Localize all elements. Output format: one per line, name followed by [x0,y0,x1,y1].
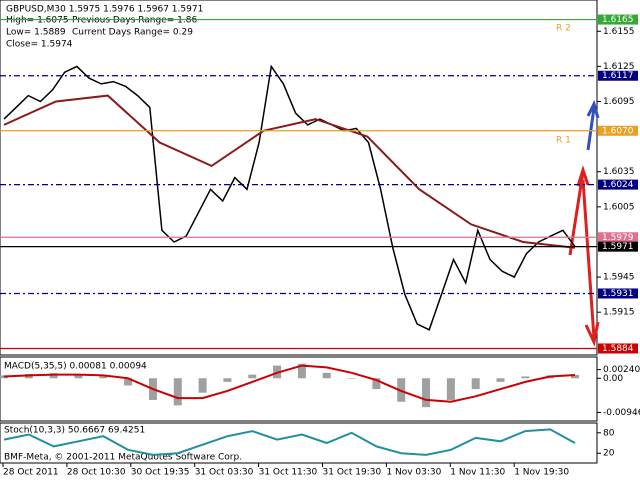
y-tick-label: 1.6125 [603,62,635,72]
arrow [586,99,600,151]
level-box [598,125,638,136]
annotation: R 1 [556,136,571,146]
y-tick-label: 1.5945 [603,273,635,283]
header: Previous Days Range= 1.86 [72,16,197,26]
annotation: R 2 [556,24,571,34]
macd-bar [173,378,182,406]
panel-title: Stoch(10,3,3) 50.6667 69.4251 [4,426,145,436]
macd-bar [521,376,530,379]
series-line [3,364,576,403]
macd-bar [198,378,207,393]
x-tick-label: 28 Oct 10:30 [67,468,126,478]
macd-bar [248,374,257,379]
macd-bar [99,376,108,379]
y-tick-label: 1.6155 [603,27,635,37]
macd-bar [49,373,58,379]
stoch-panel [0,422,598,464]
series-line [3,94,576,249]
header: Low= 1.5889 [6,28,66,38]
macd-bar [571,375,579,379]
panel-title: MACD(5,35,5) 0.00081 0.00094 [4,362,147,372]
macd-bar [322,372,331,379]
level-box [598,343,638,354]
y-tick-label: 0.00 [603,374,623,384]
x-tick-label: 31 Oct 19:30 [323,468,382,478]
header: GBPUSD,M30 1.5975 1.5976 1.5967 1.5971 [6,5,203,15]
macd-bar [496,378,505,382]
header: High= 1.6075 [6,16,69,26]
level-label: 1.5884 [602,344,634,354]
level-box [598,288,638,299]
y-tick-label: 1.5915 [603,308,635,318]
macd-bar [223,378,232,382]
copyright: BMF-Meta, © 2001-2011 MetaQuotes Softwar… [4,453,242,463]
y-tick-label: 0.00240 [603,365,640,375]
header: Close= 1.5974 [6,40,73,50]
macd-bar [446,378,455,400]
x-tick-label: 30 Oct 19:35 [131,468,190,478]
level-label: 1.6117 [602,71,634,81]
series-line [3,428,576,456]
x-tick-label: 31 Oct 11:30 [259,468,318,478]
level-box [598,70,638,81]
level-box [598,14,638,25]
macd-bar [74,374,83,379]
level-box [598,179,638,190]
level-label: 1.6165 [602,15,634,25]
x-tick-label: 1 Nov 11:30 [450,468,505,478]
y-tick-label: 1.6035 [603,167,635,177]
x-tick-label: 28 Oct 2011 [3,468,59,478]
level-label: 1.5971 [602,242,634,252]
level-label: 1.5979 [602,233,634,243]
y-tick-label: 20 [603,449,615,459]
level-box [598,232,638,243]
y-tick-label: 80 [603,428,615,438]
macd-bar [124,378,133,386]
macd-bar [347,378,356,379]
macd-bar [471,378,480,390]
macd-bar [297,363,306,379]
y-tick-label: 1.6095 [603,97,635,107]
level-label: 1.6070 [602,126,634,136]
x-tick-label: 1 Nov 19:30 [514,468,569,478]
x-tick-label: 1 Nov 03:30 [386,468,441,478]
level-box [598,241,638,252]
level-label: 1.6024 [602,180,634,190]
x-tick-label: 31 Oct 03:30 [195,468,254,478]
price-panel [0,0,598,356]
series-line [3,64,576,331]
y-tick-label: -0.00946 [603,408,640,418]
macd-bar [0,375,8,379]
arrow [568,165,600,347]
macd-bar [422,378,431,408]
y-tick-label: 1.6005 [603,202,635,212]
header: Current Days Range= 0.29 [72,28,193,38]
level-label: 1.5931 [602,289,634,299]
macd-bar [372,378,381,390]
